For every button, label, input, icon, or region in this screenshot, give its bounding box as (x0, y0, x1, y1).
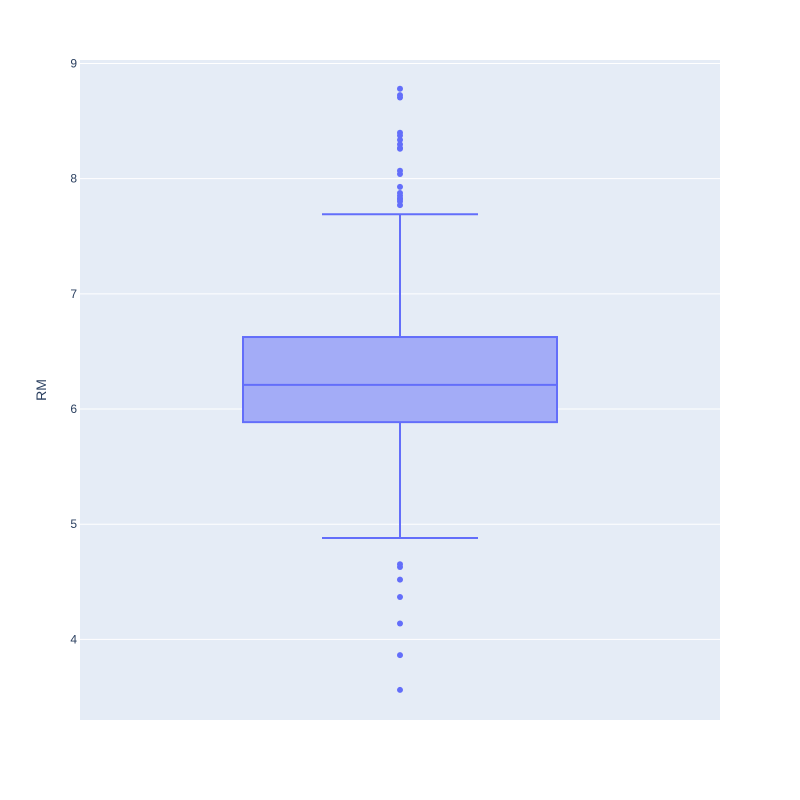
y-tick-label: 6 (70, 402, 77, 416)
outlier-point (397, 183, 403, 190)
outlier-point (397, 576, 403, 583)
outlier-point (397, 564, 403, 571)
y-tick-label: 5 (70, 517, 77, 531)
outlier-point (397, 94, 403, 101)
y-tick-label: 9 (70, 56, 77, 70)
outlier-point (397, 136, 403, 143)
outlier-point (397, 85, 403, 92)
outlier-point (397, 171, 403, 178)
outlier-point (397, 686, 403, 693)
interquartile-box (242, 336, 558, 424)
outlier-points (397, 85, 403, 693)
outlier-point (397, 132, 403, 139)
box-trace (242, 213, 558, 540)
y-axis-title: RM (33, 379, 49, 401)
outlier-point (397, 652, 403, 659)
outlier-point (397, 202, 403, 209)
y-tick-label: 4 (70, 632, 77, 646)
y-axis-ticks: 4 5 6 7 8 9 (70, 56, 77, 646)
y-tick-label: 7 (70, 287, 77, 301)
outlier-point (397, 620, 403, 627)
y-tick-label: 8 (70, 172, 77, 186)
outlier-point (397, 145, 403, 152)
outlier-point (397, 593, 403, 600)
